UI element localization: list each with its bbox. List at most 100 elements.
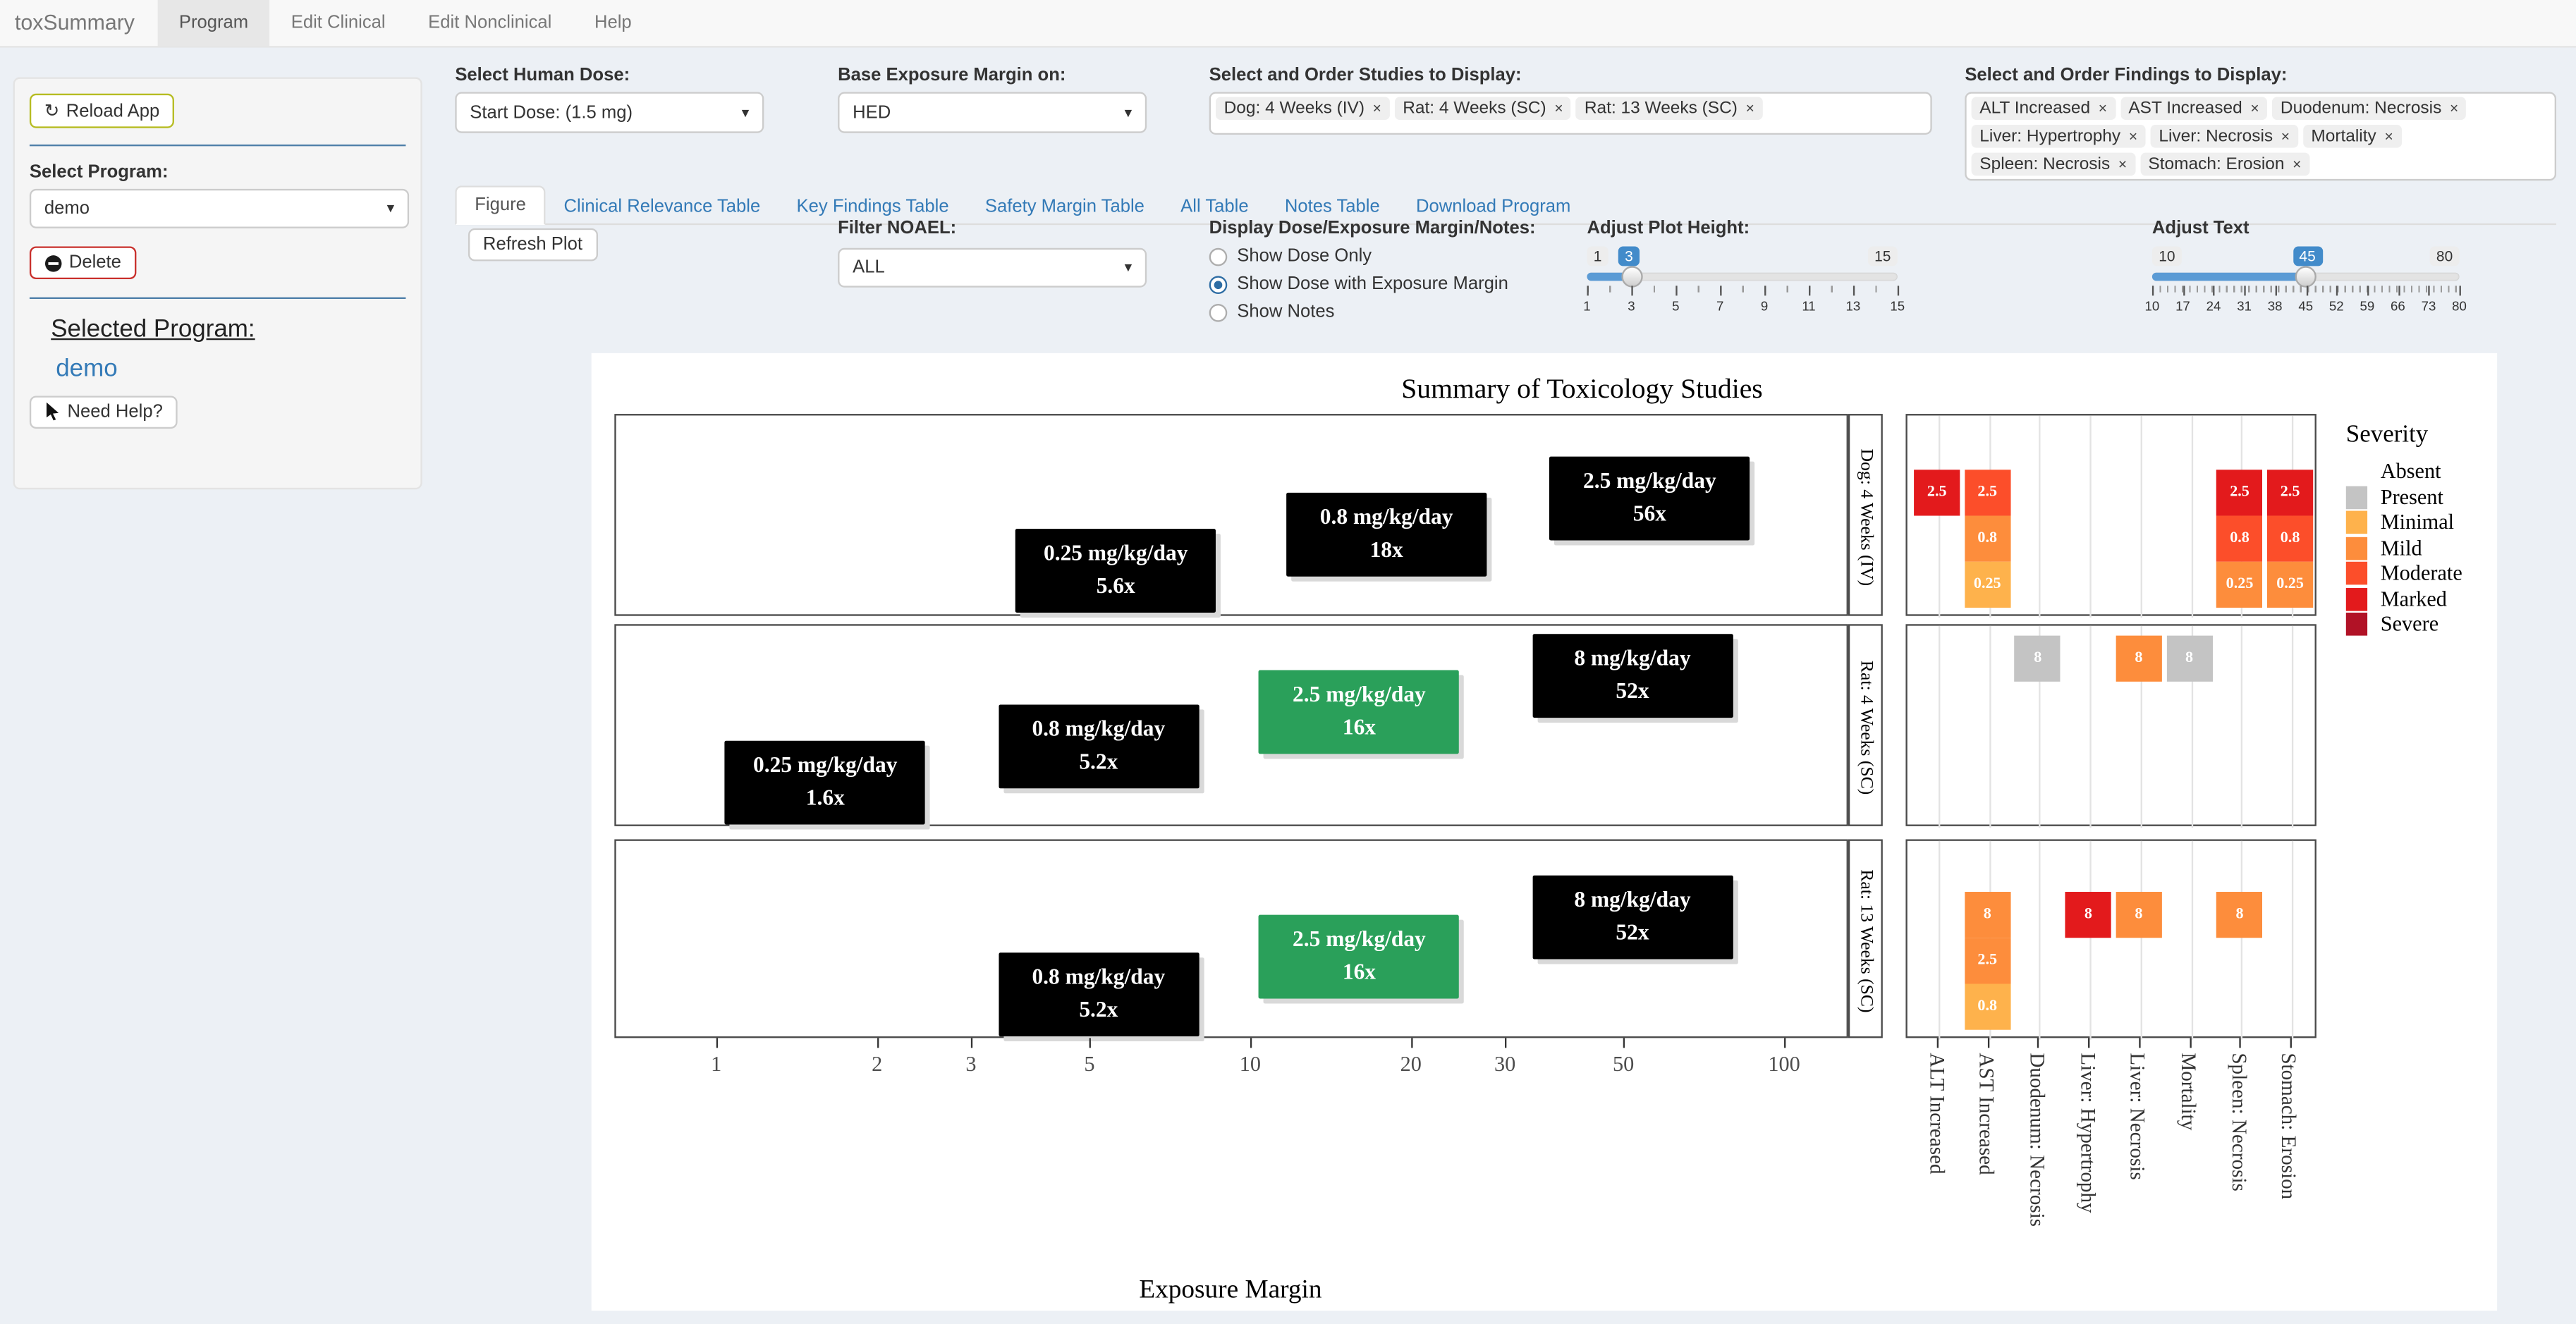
margin-label: 16x	[1342, 713, 1376, 739]
margin-label: 5.2x	[1079, 997, 1118, 1022]
severity-cell: 8	[2116, 635, 2162, 682]
figure-tabset: Figure Clinical Relevance Table Key Findin…	[455, 184, 2557, 226]
finding-tag-label: Stomach: Erosion	[2148, 154, 2285, 174]
nav-tab-edit-clinical[interactable]: Edit Clinical	[291, 13, 386, 33]
remove-tag-icon[interactable]: ×	[2449, 100, 2459, 117]
column-tick	[2290, 1038, 2292, 1048]
finding-tag-label: Spleen: Necrosis	[1979, 154, 2111, 174]
severity-cell: 2.5	[2216, 470, 2263, 516]
tab-key-findings-table[interactable]: Key Findings Table	[796, 197, 949, 217]
minus-circle-icon	[44, 255, 62, 271]
margin-label: 52x	[1616, 919, 1649, 945]
select-program-label: Select Program:	[29, 162, 169, 183]
program-select[interactable]: demo ▾	[29, 188, 410, 228]
finding-tag[interactable]: Duodenum: Necrosis ×	[2272, 97, 2467, 121]
facet-strip-label: Dog: 4 Weeks (IV)	[1856, 448, 1876, 585]
finding-tag[interactable]: Liver: Necrosis ×	[2150, 125, 2298, 148]
remove-tag-icon[interactable]: ×	[2098, 100, 2108, 117]
finding-tag[interactable]: ALT Increased ×	[1971, 97, 2116, 121]
remove-tag-icon[interactable]: ×	[2250, 100, 2259, 117]
slider-max-label: 80	[2429, 246, 2460, 266]
legend-item: Mild	[2345, 534, 2422, 560]
slider-handle[interactable]	[2295, 266, 2316, 288]
x-axis-tick	[1505, 1038, 1507, 1048]
finding-tag[interactable]: Spleen: Necrosis ×	[1971, 152, 2135, 176]
finding-tag-label: Liver: Necrosis	[2159, 126, 2273, 147]
selected-program-heading: Selected Program:	[51, 314, 255, 343]
slider-track[interactable]	[1587, 272, 1898, 281]
finding-tag-label: Mortality	[2311, 126, 2376, 147]
nav-tab-help[interactable]: Help	[594, 13, 632, 33]
x-axis-tick	[716, 1038, 719, 1048]
tab-notes-table[interactable]: Notes Table	[1284, 197, 1380, 217]
human-dose-select[interactable]: Start Dose: (1.5 mg) ▾	[455, 92, 764, 133]
finding-tag[interactable]: AST Increased ×	[2120, 97, 2268, 121]
tab-figure[interactable]: Figure	[455, 185, 546, 226]
study-tag[interactable]: Rat: 13 Weeks (SC) ×	[1576, 97, 1763, 121]
study-tag[interactable]: Dog: 4 Weeks (IV) ×	[1215, 97, 1390, 121]
column-tick	[2088, 1038, 2090, 1048]
gridline	[1989, 625, 1991, 828]
findings-select[interactable]: ALT Increased × AST Increased × Duodenum: Ne…	[1965, 92, 2557, 181]
x-axis-tick	[1089, 1038, 1092, 1048]
plot-height-slider[interactable]: 1 15 3 1 3 5 7 9 11 13 15	[1583, 246, 1905, 315]
slider-major-tick	[1897, 286, 1900, 296]
radio-option[interactable]: Show Dose with Exposure Margin	[1209, 274, 1571, 294]
navbar: toxSummary Program Edit Clinical Edit Nonc…	[0, 0, 2576, 48]
gridline	[2140, 415, 2142, 618]
remove-tag-icon[interactable]: ×	[1554, 100, 1563, 117]
gridline	[2241, 840, 2243, 1040]
legend-label: Present	[2380, 484, 2443, 509]
gridline	[2241, 625, 2243, 828]
study-tag[interactable]: Rat: 4 Weeks (SC) ×	[1394, 97, 1572, 121]
facet-strip: Rat: 13 Weeks (SC)	[1848, 839, 1883, 1038]
severity-cell: 0.25	[2216, 561, 2263, 608]
slider-tick-label: 38	[2267, 299, 2283, 314]
severity-cell: 0.25	[2266, 561, 2314, 608]
studies-select[interactable]: Dog: 4 Weeks (IV) × Rat: 4 Weeks (SC) × Rat:…	[1209, 92, 1932, 135]
finding-tag[interactable]: Liver: Hypertrophy ×	[1971, 125, 2146, 148]
remove-tag-icon[interactable]: ×	[2128, 128, 2138, 145]
dose-label: 0.8 mg/kg/day	[1032, 716, 1166, 742]
slider-handle[interactable]	[1620, 266, 1642, 288]
delete-program-button[interactable]: Delete	[29, 246, 136, 280]
slider-tick-label: 80	[2452, 299, 2467, 314]
base-margin-select[interactable]: HED ▾	[838, 92, 1147, 133]
tab-download-program[interactable]: Download Program	[1415, 197, 1571, 217]
refresh-plot-button[interactable]: Refresh Plot	[468, 228, 597, 262]
finding-tag[interactable]: Stomach: Erosion ×	[2139, 152, 2310, 176]
radio-option[interactable]: Show Dose Only	[1209, 246, 1571, 266]
tab-clinical-relevance-table[interactable]: Clinical Relevance Table	[563, 197, 761, 217]
legend-item: Moderate	[2345, 560, 2462, 586]
column-label: Liver: Hypertrophy	[2075, 1053, 2099, 1213]
filter-noael-select[interactable]: ALL ▾	[838, 247, 1147, 288]
dose-label: 2.5 mg/kg/day	[1293, 680, 1426, 706]
remove-tag-icon[interactable]: ×	[1745, 100, 1754, 117]
slider-tick-label: 1	[1583, 299, 1591, 314]
remove-tag-icon[interactable]: ×	[2293, 156, 2302, 173]
need-help-button[interactable]: Need Help?	[29, 395, 178, 428]
gridline	[1939, 625, 1941, 828]
display-mode-radio-group: Show Dose Only Show Dose with Exposure Ma…	[1209, 246, 1571, 322]
slider-tick-label: 13	[1845, 299, 1861, 314]
nav-tab-edit-nonclinical[interactable]: Edit Nonclinical	[428, 13, 552, 33]
nav-tab-program[interactable]: Program	[157, 0, 270, 47]
remove-tag-icon[interactable]: ×	[2384, 128, 2393, 145]
study-tag-label: Dog: 4 Weeks (IV)	[1223, 98, 1365, 118]
reload-app-button[interactable]: ↻ Reload App	[29, 93, 175, 128]
column-label: ALT Increased	[1924, 1053, 1948, 1175]
radio-option[interactable]: Show Notes	[1209, 302, 1571, 322]
tab-safety-margin-table[interactable]: Safety Margin Table	[984, 197, 1144, 217]
dose-label: 0.8 mg/kg/day	[1032, 964, 1166, 989]
study-tag-label: Rat: 4 Weeks (SC)	[1403, 98, 1546, 118]
tab-all-table[interactable]: All Table	[1180, 197, 1249, 217]
slider-major-tick	[2183, 286, 2185, 296]
remove-tag-icon[interactable]: ×	[1372, 100, 1381, 117]
radio-label: Show Dose Only	[1237, 246, 1372, 266]
remove-tag-icon[interactable]: ×	[2118, 156, 2128, 173]
remove-tag-icon[interactable]: ×	[2281, 128, 2290, 145]
severity-cell: 8	[2116, 892, 2162, 938]
slider-major-tick	[2244, 286, 2246, 296]
finding-tag[interactable]: Mortality ×	[2302, 125, 2402, 148]
text-size-slider[interactable]: 10 80 45 10 17 24 31 38 45 52 59 66 73 80	[2145, 246, 2467, 315]
